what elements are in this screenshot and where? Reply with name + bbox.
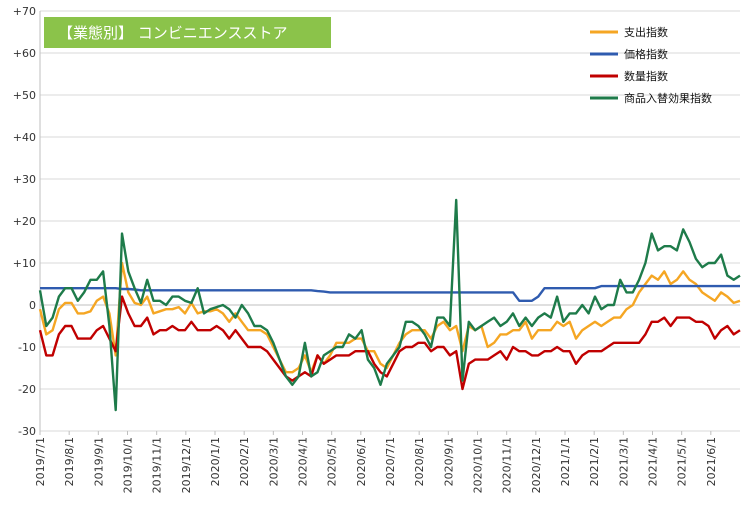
x-tick-label: 2019/12/1 [180,437,193,493]
y-tick-label: -20 [18,383,36,396]
y-tick-label: -30 [18,425,36,438]
chart-title: 【業態別】 コンビニエンスストア [58,24,287,42]
x-tick-label: 2019/7/1 [34,437,47,486]
series-line-0 [38,261,741,374]
series-line-3 [38,198,741,412]
x-tick-label: 2020/2/1 [238,437,251,486]
x-tick-label: 2020/3/1 [267,437,280,486]
y-tick-label: +10 [13,257,36,270]
x-tick-label: 2020/12/1 [530,437,543,493]
legend-entry: 商品入替効果指数 [590,91,712,105]
y-tick-label: +70 [13,5,36,18]
x-tick-label: 2019/11/1 [151,437,164,493]
x-tick-label: 2020/9/1 [442,437,455,486]
y-axis-ticks: +70 +60 +50 +40 +30 +20 +10 0 -10 -20 -30 [13,5,36,438]
legend-label: 商品入替効果指数 [624,91,712,105]
legend-entry: 支出指数 [590,25,668,39]
legend-label: 支出指数 [624,25,668,39]
x-tick-label: 2020/4/1 [297,437,310,486]
legend-entry: 価格指数 [590,47,668,61]
x-axis-ticks: 2019/7/1 2019/8/1 2019/9/1 2019/10/1 2019/11… [34,431,718,493]
x-tick-label: 2021/3/1 [617,437,630,486]
y-tick-label: +50 [13,89,36,102]
series-line-2 [38,295,741,391]
x-tick-label: 2020/10/1 [472,437,485,493]
x-tick-label: 2019/9/1 [92,437,105,486]
x-tick-label: 2019/10/1 [122,437,135,493]
y-tick-label: 0 [29,299,36,312]
x-tick-label: 2021/1/1 [559,437,572,486]
y-tick-label: -10 [18,341,36,354]
x-tick-label: 2020/8/1 [413,437,426,486]
y-tick-label: +20 [13,215,36,228]
x-tick-label: 2020/6/1 [355,437,368,486]
legend-label: 数量指数 [624,69,668,83]
legend-label: 価格指数 [624,47,668,61]
x-tick-label: 2020/5/1 [326,437,339,486]
series-lines [38,198,741,412]
y-tick-label: +60 [13,47,36,60]
chart-title-box: 【業態別】 コンビニエンスストア [44,17,331,48]
x-tick-label: 2020/7/1 [384,437,397,486]
x-tick-label: 2021/4/1 [647,437,660,486]
x-tick-label: 2021/2/1 [588,437,601,486]
y-tick-label: +40 [13,131,36,144]
x-tick-label: 2019/8/1 [63,437,76,486]
x-tick-label: 2021/6/1 [705,437,718,486]
legend-entry: 数量指数 [590,69,668,83]
x-tick-label: 2020/11/1 [501,437,514,493]
x-tick-label: 2020/1/1 [209,437,222,486]
y-tick-label: +30 [13,173,36,186]
x-tick-label: 2021/5/1 [676,437,689,486]
